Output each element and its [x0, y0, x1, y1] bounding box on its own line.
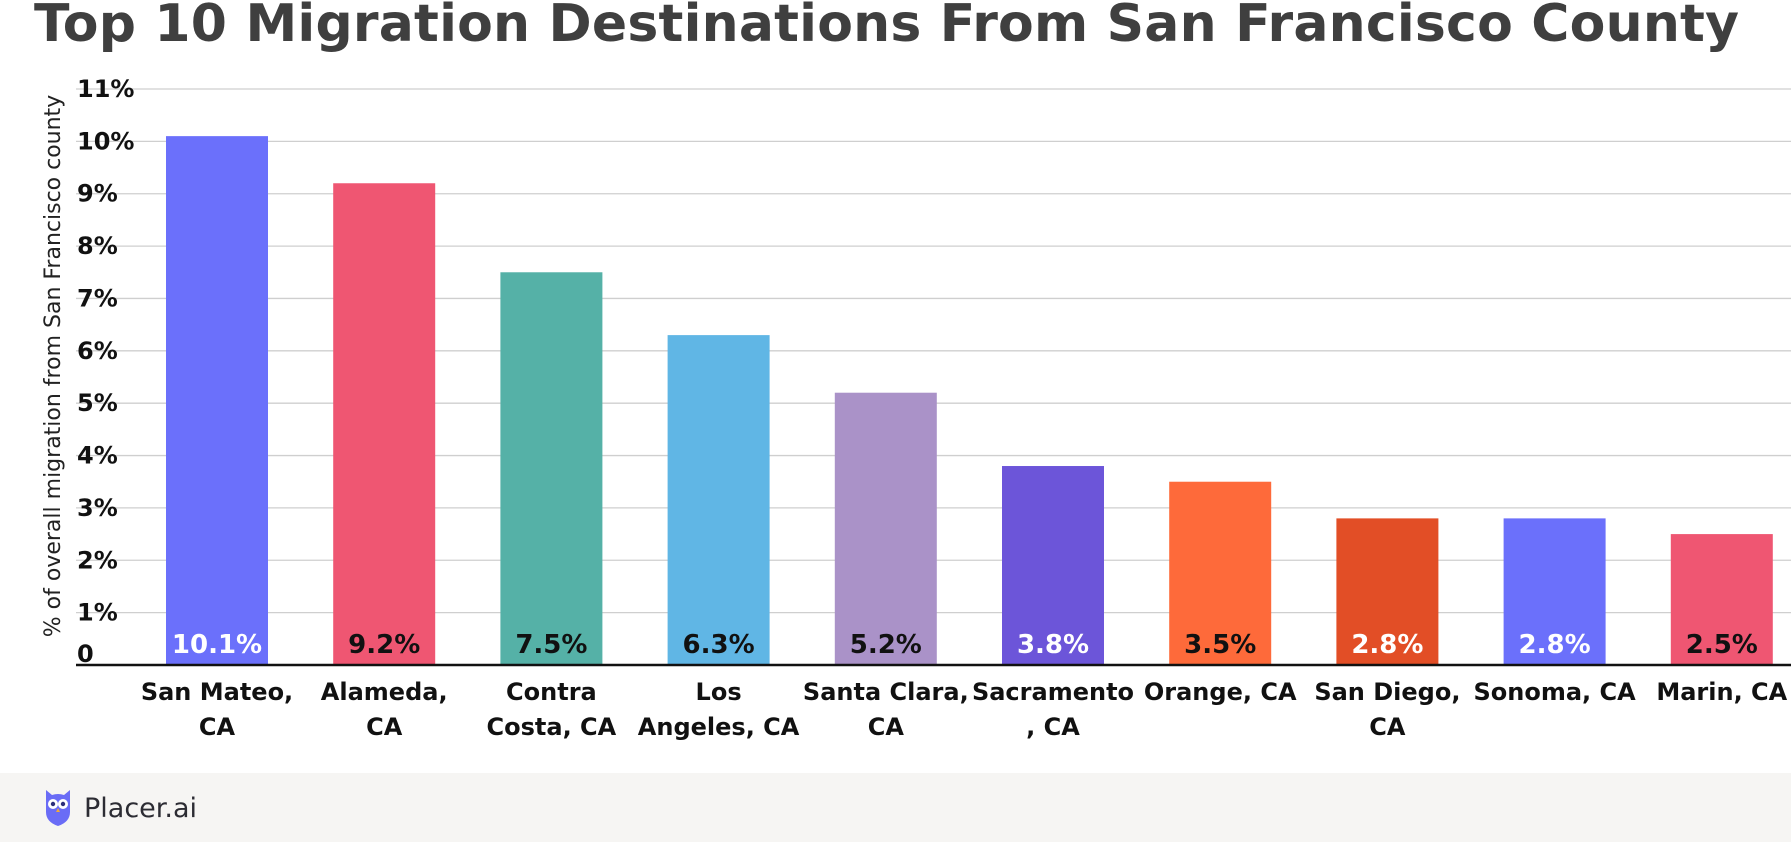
x-tick-label-line: Santa Clara, — [803, 678, 969, 706]
x-tick-label-line: San Diego, — [1314, 678, 1460, 706]
x-tick-label-line: Alameda, — [321, 678, 448, 706]
x-tick-label: Orange, CA — [1144, 678, 1297, 706]
owl-logo-icon — [46, 790, 70, 826]
y-tick-label: 0 — [77, 640, 94, 668]
y-tick-label: 2% — [77, 546, 118, 574]
data-label: 5.2% — [850, 630, 922, 660]
data-label: 2.8% — [1351, 630, 1423, 660]
x-tick-label: Alameda, CA — [321, 678, 448, 741]
x-tick-label-line: CA — [868, 713, 905, 741]
bar-chart: 0 1% 2% 3% 4% 5% 6% 7% 8% 9% 10% 11% % of overall m… — [41, 75, 1791, 741]
x-axis-ticks: San Mateo, CA Alameda, CA Contra Costa, CA Los… — [141, 678, 1788, 741]
x-tick-label-line: Costa, CA — [487, 713, 617, 741]
bar — [500, 272, 603, 665]
x-tick-label-line: Contra — [506, 678, 597, 706]
x-tick-label: Los Angeles, CA — [638, 678, 800, 741]
y-tick-label: 8% — [77, 232, 118, 260]
y-tick-label: 1% — [77, 599, 118, 627]
x-tick-label-line: Marin, CA — [1656, 678, 1787, 706]
brand-name: Placer.ai — [84, 792, 198, 824]
bar — [667, 335, 770, 665]
brand: Placer.ai — [42, 787, 197, 829]
y-tick-label: 5% — [77, 389, 118, 417]
x-tick-label: Sacramento , CA — [972, 678, 1134, 741]
bars — [166, 136, 1773, 666]
bar — [1503, 518, 1606, 665]
x-tick-label: Sonoma, CA — [1473, 678, 1636, 706]
bar — [1169, 481, 1272, 665]
x-tick-label: Santa Clara, CA — [803, 678, 969, 741]
data-label: 6.3% — [683, 630, 755, 660]
data-label: 2.5% — [1686, 630, 1758, 660]
bar — [1336, 518, 1439, 665]
y-tick-label: 6% — [77, 337, 118, 365]
bar — [1002, 466, 1104, 665]
x-tick-label-line: Los — [696, 678, 742, 706]
bar — [834, 392, 937, 665]
y-tick-label: 9% — [77, 180, 118, 208]
y-tick-label: 4% — [77, 442, 118, 470]
y-axis-label: % of overall migration from San Francisc… — [41, 95, 66, 637]
x-tick-label-line: , CA — [1026, 713, 1080, 741]
x-tick-label: Contra Costa, CA — [487, 678, 617, 741]
data-label: 3.8% — [1017, 630, 1089, 660]
data-label: 2.8% — [1519, 630, 1591, 660]
x-tick-label-line: Orange, CA — [1144, 678, 1297, 706]
bar — [333, 183, 436, 665]
x-tick-label-line: CA — [1369, 713, 1406, 741]
y-tick-label: 11% — [77, 75, 134, 103]
data-labels: 10.1% 9.2% 7.5% 6.3% 5.2% 3.8% 3.5% 2.8% 2.8% 2.5… — [172, 630, 1758, 660]
x-tick-label: San Mateo, CA — [141, 678, 293, 741]
x-tick-label-line: CA — [199, 713, 236, 741]
x-tick-label: Marin, CA — [1656, 678, 1787, 706]
x-tick-label-line: Angeles, CA — [638, 713, 800, 741]
x-tick-label-line: Sacramento — [972, 678, 1134, 706]
chart-title: Top 10 Migration Destinations From San F… — [34, 0, 1740, 54]
data-label: 7.5% — [515, 630, 587, 660]
y-tick-label: 3% — [77, 494, 118, 522]
data-label: 9.2% — [348, 630, 420, 660]
data-label: 3.5% — [1184, 630, 1256, 660]
x-tick-label-line: Sonoma, CA — [1473, 678, 1636, 706]
x-tick-label-line: CA — [366, 713, 403, 741]
y-tick-label: 7% — [77, 284, 118, 312]
x-tick-label: San Diego, CA — [1314, 678, 1460, 741]
bar — [1670, 534, 1773, 665]
y-axis-ticks: 0 1% 2% 3% 4% 5% 6% 7% 8% 9% 10% 11% — [77, 75, 134, 668]
y-tick-label: 10% — [77, 127, 134, 155]
x-tick-label-line: San Mateo, — [141, 678, 293, 706]
data-label: 10.1% — [172, 630, 262, 660]
footer: Placer.ai — [0, 773, 1791, 842]
bar — [166, 136, 268, 666]
